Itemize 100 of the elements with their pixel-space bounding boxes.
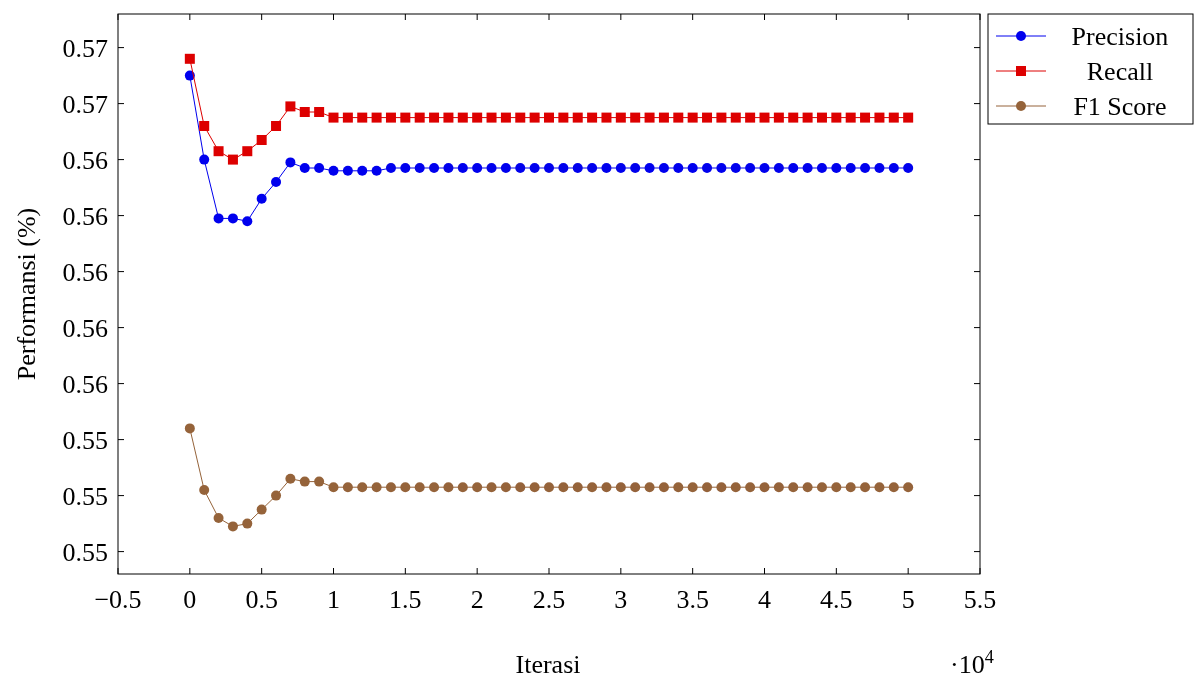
point xyxy=(242,216,253,227)
point xyxy=(213,213,224,224)
point xyxy=(716,482,727,493)
point xyxy=(888,482,899,493)
point xyxy=(486,482,497,493)
point xyxy=(773,163,784,173)
point xyxy=(256,193,267,204)
point xyxy=(199,121,210,131)
point xyxy=(213,146,224,157)
x-tick-label: 4.5 xyxy=(820,585,853,614)
point xyxy=(385,163,396,173)
point xyxy=(716,112,727,123)
point xyxy=(658,163,669,173)
point xyxy=(702,482,713,493)
y-tick-label: 0.57 xyxy=(62,89,108,119)
point xyxy=(357,112,368,123)
point xyxy=(831,482,842,493)
point xyxy=(256,504,267,515)
point xyxy=(314,163,325,173)
x-axis-title: Iterasi xyxy=(515,650,581,679)
point xyxy=(529,482,540,493)
point xyxy=(572,482,583,493)
point xyxy=(587,163,598,173)
legend-label: Precision xyxy=(1071,22,1169,52)
y-tick-label: 0.56 xyxy=(62,313,108,343)
point xyxy=(874,163,885,173)
point xyxy=(845,482,856,493)
point xyxy=(371,112,382,123)
point xyxy=(429,163,440,173)
point xyxy=(802,482,813,493)
point xyxy=(673,482,684,493)
point xyxy=(572,112,583,123)
point xyxy=(874,482,885,493)
point xyxy=(745,482,756,493)
y-axis-title: Performansi (%) xyxy=(12,207,41,381)
point xyxy=(342,482,353,493)
point xyxy=(788,112,799,123)
point xyxy=(587,482,598,493)
point xyxy=(888,112,899,123)
y-tick-label: 0.57 xyxy=(62,33,108,63)
y-tick-label: 0.56 xyxy=(62,369,108,399)
point xyxy=(630,163,641,173)
point xyxy=(601,482,612,493)
point xyxy=(773,482,784,493)
point xyxy=(342,112,353,123)
point xyxy=(227,154,238,165)
point xyxy=(687,112,698,123)
point xyxy=(615,112,626,123)
point xyxy=(788,482,799,493)
point xyxy=(271,490,282,501)
point xyxy=(831,163,842,173)
point xyxy=(716,163,727,173)
x-tick-label: 1 xyxy=(327,585,340,614)
point xyxy=(500,482,511,493)
point xyxy=(299,163,310,173)
point xyxy=(558,163,569,173)
point xyxy=(271,177,282,187)
point xyxy=(486,163,497,173)
x-tick-label: 2 xyxy=(470,585,484,614)
point xyxy=(730,482,741,493)
point xyxy=(615,163,626,173)
point xyxy=(544,112,554,123)
point xyxy=(457,112,468,123)
point xyxy=(429,482,440,493)
point xyxy=(816,482,827,493)
x-tick-label: 0.5 xyxy=(245,585,278,614)
point xyxy=(385,112,396,123)
point xyxy=(529,163,540,173)
point xyxy=(903,112,914,123)
point xyxy=(414,112,425,123)
point xyxy=(601,163,612,173)
point xyxy=(457,482,468,493)
point xyxy=(184,423,195,434)
point xyxy=(371,165,382,176)
point xyxy=(486,112,497,123)
point xyxy=(314,107,325,117)
point xyxy=(500,112,511,123)
point xyxy=(903,482,914,493)
point xyxy=(213,513,224,523)
point xyxy=(630,112,641,123)
point xyxy=(644,482,655,493)
point xyxy=(472,482,483,493)
point xyxy=(414,482,425,493)
point xyxy=(759,112,770,123)
point xyxy=(242,146,253,157)
point xyxy=(199,154,210,165)
x-tick-label: −0.5 xyxy=(94,585,142,614)
point xyxy=(271,121,282,131)
point xyxy=(443,163,454,173)
point xyxy=(400,482,411,493)
point xyxy=(558,112,569,123)
y-tick-label: 0.56 xyxy=(62,257,108,287)
point xyxy=(227,213,238,224)
point xyxy=(860,482,871,493)
point xyxy=(299,476,310,487)
x-tick-label: 1.5 xyxy=(389,585,422,614)
point xyxy=(874,112,885,123)
point xyxy=(199,485,210,495)
point xyxy=(558,482,569,493)
x-tick-label: 3.5 xyxy=(676,585,709,614)
